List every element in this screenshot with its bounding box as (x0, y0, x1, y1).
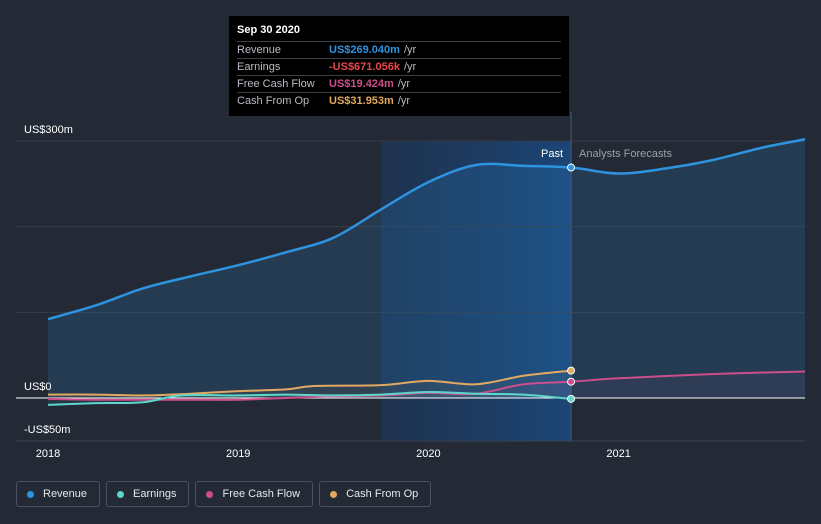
tooltip-value: US$19.424m (329, 78, 394, 90)
earnings-present-marker (567, 394, 576, 403)
earnings-area (48, 391, 572, 405)
legend-dot-icon (27, 490, 34, 498)
legend-label: Free Cash Flow (222, 488, 301, 500)
cash-from-op-present-marker (567, 366, 576, 375)
tooltip: Sep 30 2020 Revenue US$269.040m /yr Earn… (229, 16, 569, 116)
series-lines (47, 138, 806, 406)
tooltip-value: -US$671.056k (329, 61, 400, 73)
tooltip-label: Free Cash Flow (237, 78, 315, 90)
legend-dot-icon (330, 490, 338, 498)
x-tick-label: 2020 (416, 448, 440, 460)
revenue-present-marker (567, 163, 576, 172)
legend: Revenue Earnings Free Cash Flow Cash Fro… (16, 481, 432, 509)
revenue-area (48, 139, 805, 398)
x-tick-label: 2021 (606, 448, 630, 460)
y-axis-label-zero: US$0 (24, 381, 52, 393)
y-axis-label-bottom: -US$50m (24, 424, 70, 436)
past-label: Past (541, 148, 563, 160)
legend-dot-icon (117, 490, 125, 498)
revenue-line (47, 138, 806, 321)
tooltip-label: Revenue (237, 44, 282, 56)
legend-item-revenue[interactable]: Revenue (16, 481, 101, 507)
x-axis-ticks: 2018 2019 2020 2021 (36, 448, 631, 460)
gridlines (16, 140, 805, 442)
tooltip-label: Cash From Op (237, 95, 310, 107)
legend-item-free-cash-flow[interactable]: Free Cash Flow (195, 481, 314, 507)
cash-from-op-line (47, 369, 572, 397)
forecast-label: Analysts Forecasts (579, 148, 672, 160)
legend-item-earnings[interactable]: Earnings (106, 481, 190, 507)
earnings-line (47, 391, 572, 406)
tooltip-unit: /yr (397, 78, 411, 90)
tooltip-label: Earnings (237, 61, 281, 73)
legend-label: Earnings (133, 488, 177, 500)
free-cash-flow-present-marker (567, 377, 576, 386)
legend-item-cash-from-op[interactable]: Cash From Op (319, 481, 432, 507)
tooltip-row-cash-from-op: Cash From Op US$31.953m /yr (237, 92, 561, 109)
tooltip-row-free-cash-flow: Free Cash Flow US$19.424m /yr (237, 75, 561, 92)
y-axis-label-top: US$300m (24, 124, 73, 136)
cash-from-op-area (48, 370, 572, 398)
legend-label: Cash From Op (346, 488, 419, 500)
tooltip-date: Sep 30 2020 (237, 24, 300, 36)
tooltip-row-revenue: Revenue US$269.040m /yr (237, 41, 561, 58)
x-tick-label: 2018 (36, 448, 60, 460)
legend-dot-icon (206, 490, 214, 498)
tooltip-row-earnings: Earnings -US$671.056k /yr (237, 58, 561, 75)
tooltip-unit: /yr (397, 95, 411, 107)
tooltip-unit: /yr (403, 61, 417, 73)
legend-label: Revenue (43, 488, 88, 500)
present-markers (567, 163, 576, 403)
tooltip-unit: /yr (403, 44, 417, 56)
tooltip-value: US$31.953m (329, 95, 394, 107)
x-tick-label: 2019 (226, 448, 250, 460)
tooltip-value: US$269.040m (329, 44, 400, 56)
